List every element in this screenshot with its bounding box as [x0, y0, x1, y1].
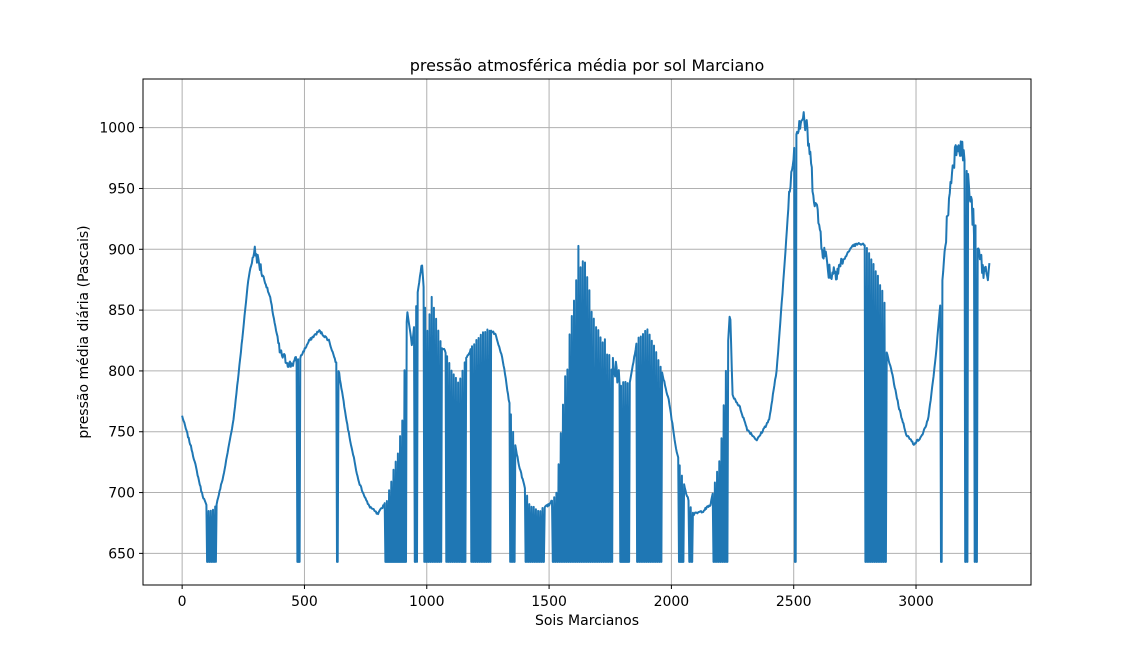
y-tick-label: 800	[108, 364, 135, 380]
chart-title: pressão atmosférica média por sol Marcia…	[410, 56, 765, 75]
y-tick-label: 750	[108, 425, 135, 441]
x-tick-label: 1000	[409, 594, 445, 610]
plot-frame	[142, 78, 1032, 586]
y-tick-label: 700	[108, 486, 135, 502]
x-tick-label: 2000	[654, 594, 690, 610]
x-tick-label: 3000	[898, 594, 934, 610]
y-tick-label: 650	[108, 546, 135, 562]
y-tick-label: 1000	[99, 121, 135, 137]
axis-ticks: 0 500 1000 1500 2000 2500 3000 650 700 750 800 850 9…	[99, 121, 933, 610]
x-tick-label: 1500	[531, 594, 567, 610]
x-tick-label: 0	[178, 594, 187, 610]
y-tick-label: 850	[108, 303, 135, 319]
pressure-series-line	[181, 111, 991, 563]
x-tick-label: 500	[291, 594, 318, 610]
y-tick-label: 900	[108, 242, 135, 258]
series-layer	[181, 111, 991, 563]
x-axis-label: Sois Marcianos	[535, 613, 639, 629]
y-tick-label: 950	[108, 181, 135, 197]
y-axis-label: pressão média diária (Pascais)	[76, 225, 92, 438]
x-tick-label: 2500	[776, 594, 812, 610]
